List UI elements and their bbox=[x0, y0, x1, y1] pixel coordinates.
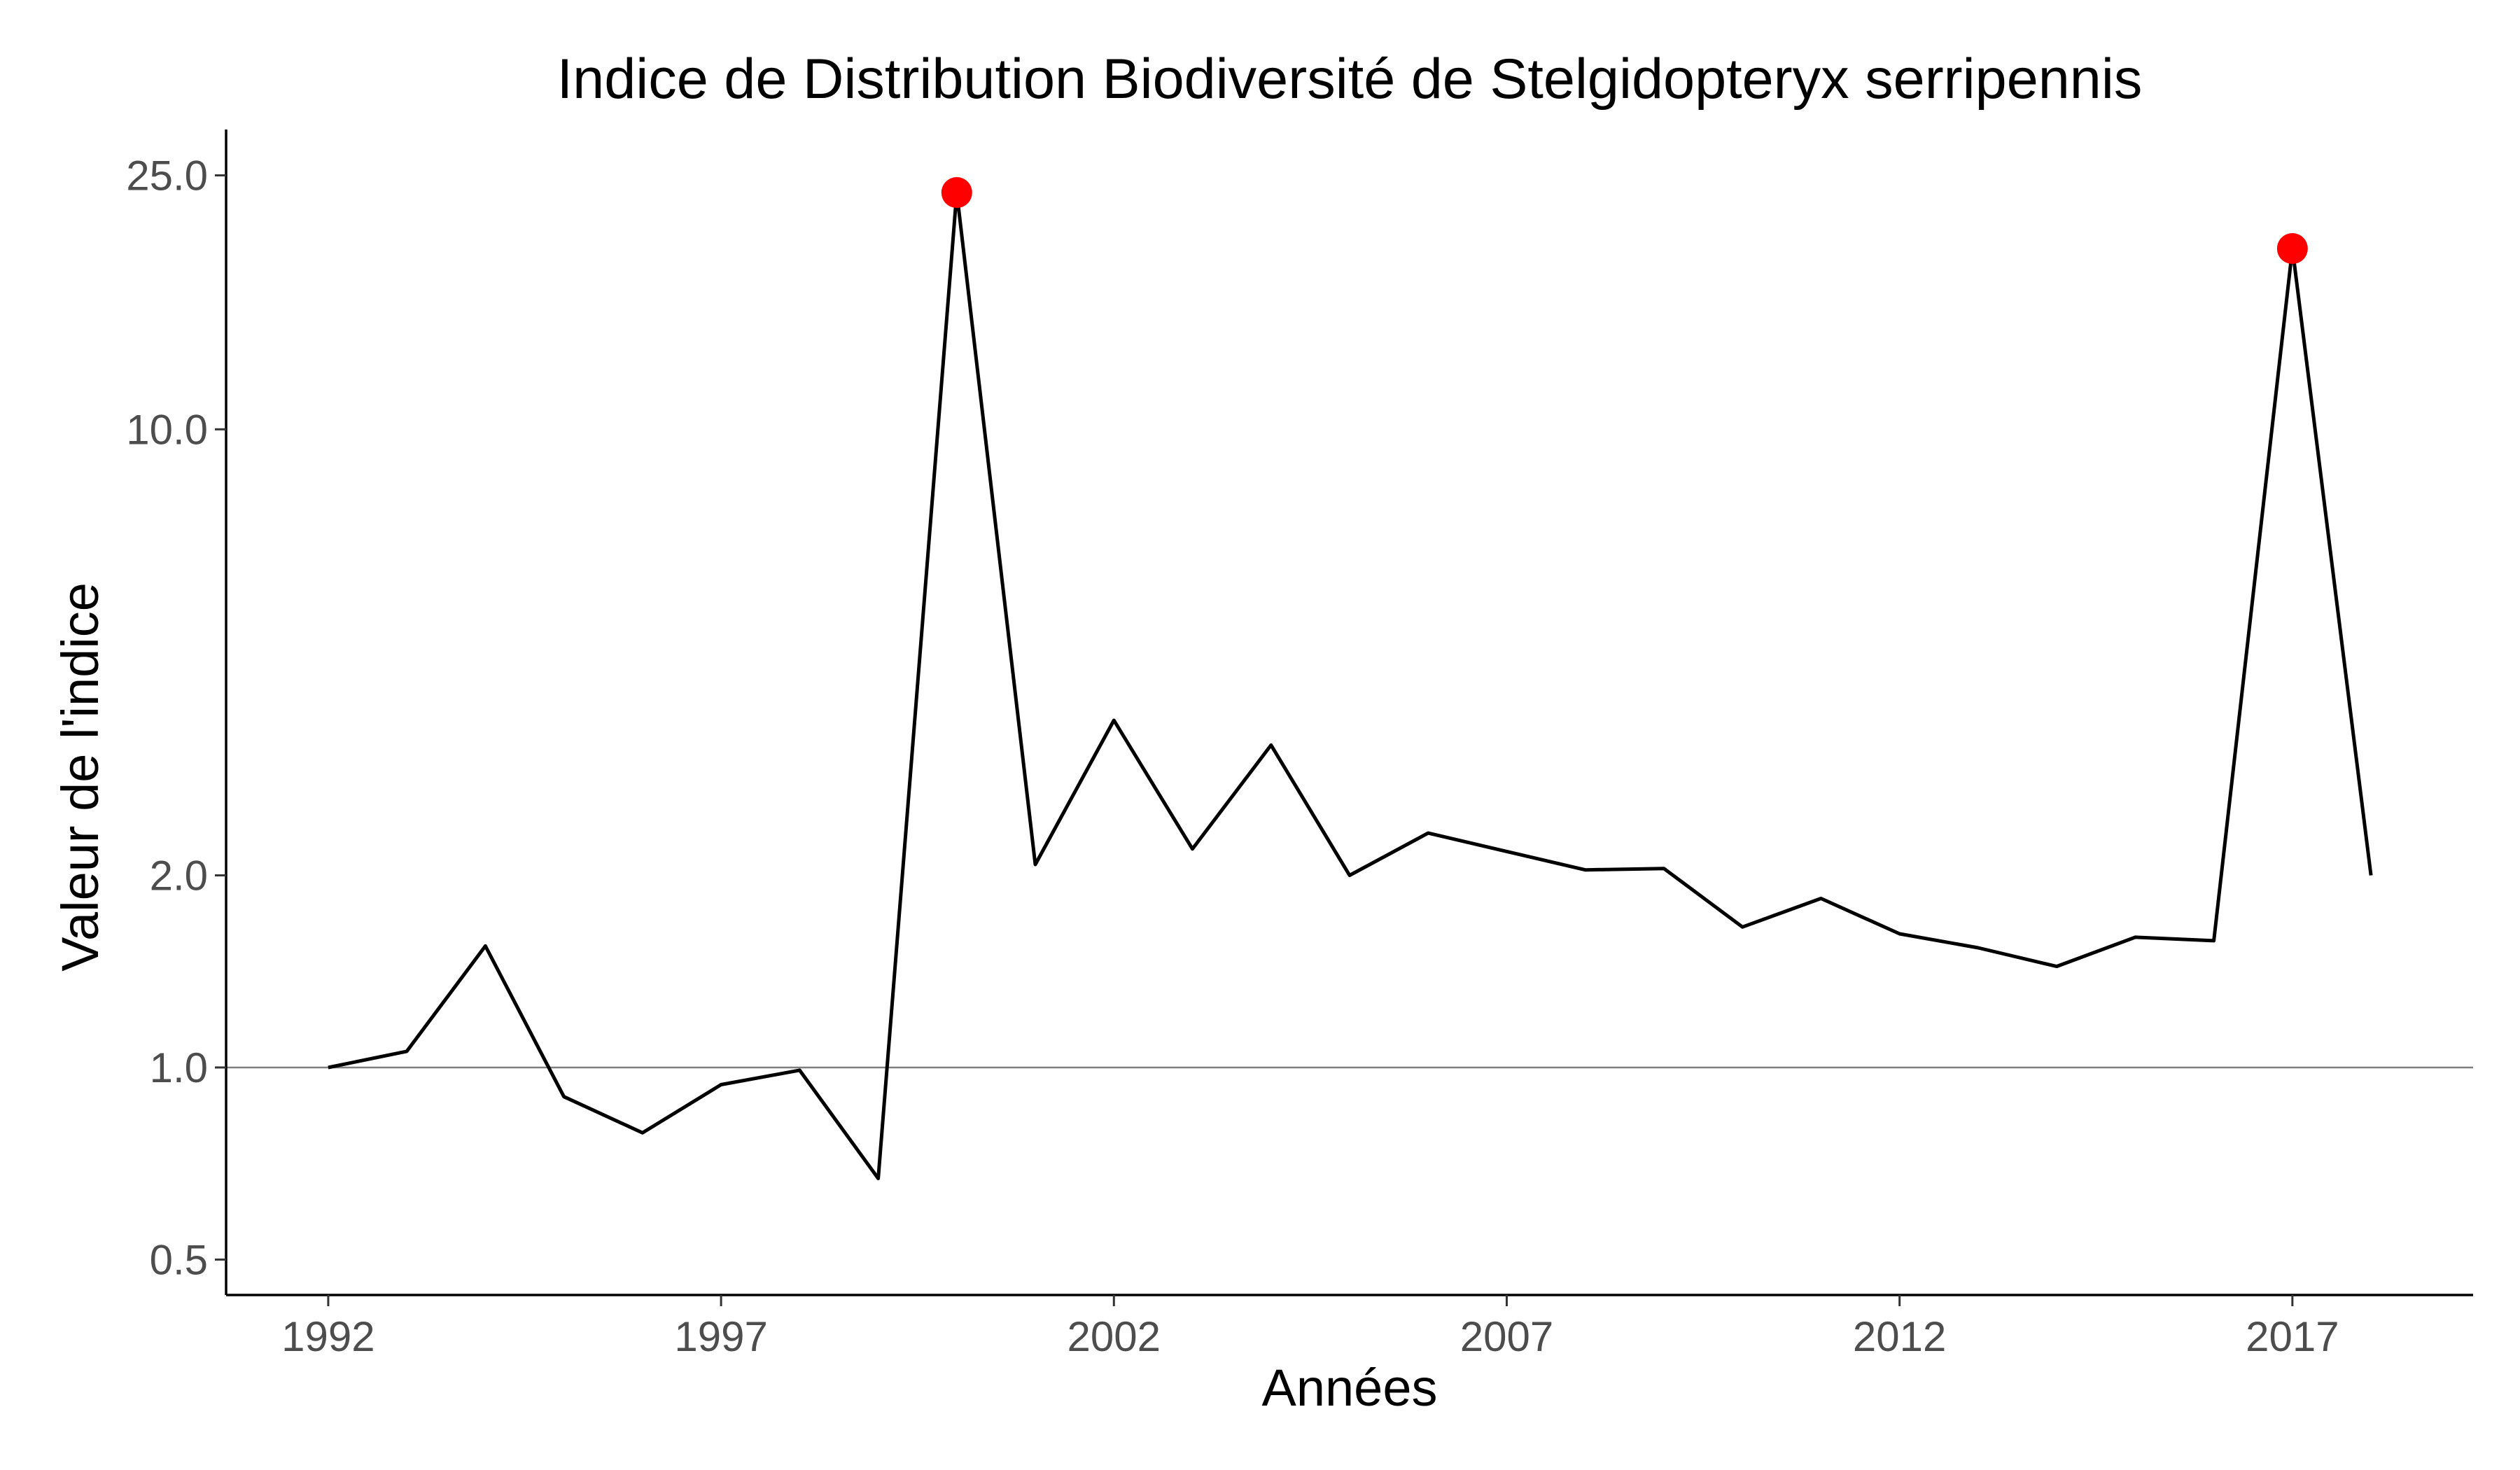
y-tick-label: 0.5 bbox=[150, 1236, 208, 1283]
y-tick-label: 2.0 bbox=[150, 853, 208, 899]
x-tick-label: 2007 bbox=[1460, 1313, 1553, 1360]
series-line-0 bbox=[328, 190, 2373, 1180]
chart-title: Indice de Distribution Biodiversité de S… bbox=[557, 48, 2143, 111]
x-tick-label: 1997 bbox=[674, 1313, 767, 1360]
highlight-point-1 bbox=[2276, 233, 2308, 265]
highlight-layer bbox=[941, 177, 2308, 265]
x-tick-label: 2012 bbox=[1853, 1313, 1946, 1360]
y-tick-label: 10.0 bbox=[126, 406, 208, 453]
y-tick-label: 25.0 bbox=[126, 153, 208, 200]
y-axis-title: Valeur de l'indice bbox=[51, 582, 109, 972]
series-layer bbox=[328, 190, 2373, 1180]
x-tick-label: 2017 bbox=[2246, 1313, 2339, 1360]
x-tick-label: 1992 bbox=[281, 1313, 374, 1360]
tick-labels: 0.5 1.0 2.0 10.0 25.0 1992 1997 2002 2007 2012 201… bbox=[126, 153, 2339, 1360]
x-tick-label: 2002 bbox=[1068, 1313, 1161, 1360]
y-tick-label: 1.0 bbox=[150, 1044, 208, 1091]
highlight-point-0 bbox=[941, 177, 972, 209]
axes bbox=[215, 130, 2473, 1306]
x-axis-title: Années bbox=[1262, 1359, 1438, 1417]
